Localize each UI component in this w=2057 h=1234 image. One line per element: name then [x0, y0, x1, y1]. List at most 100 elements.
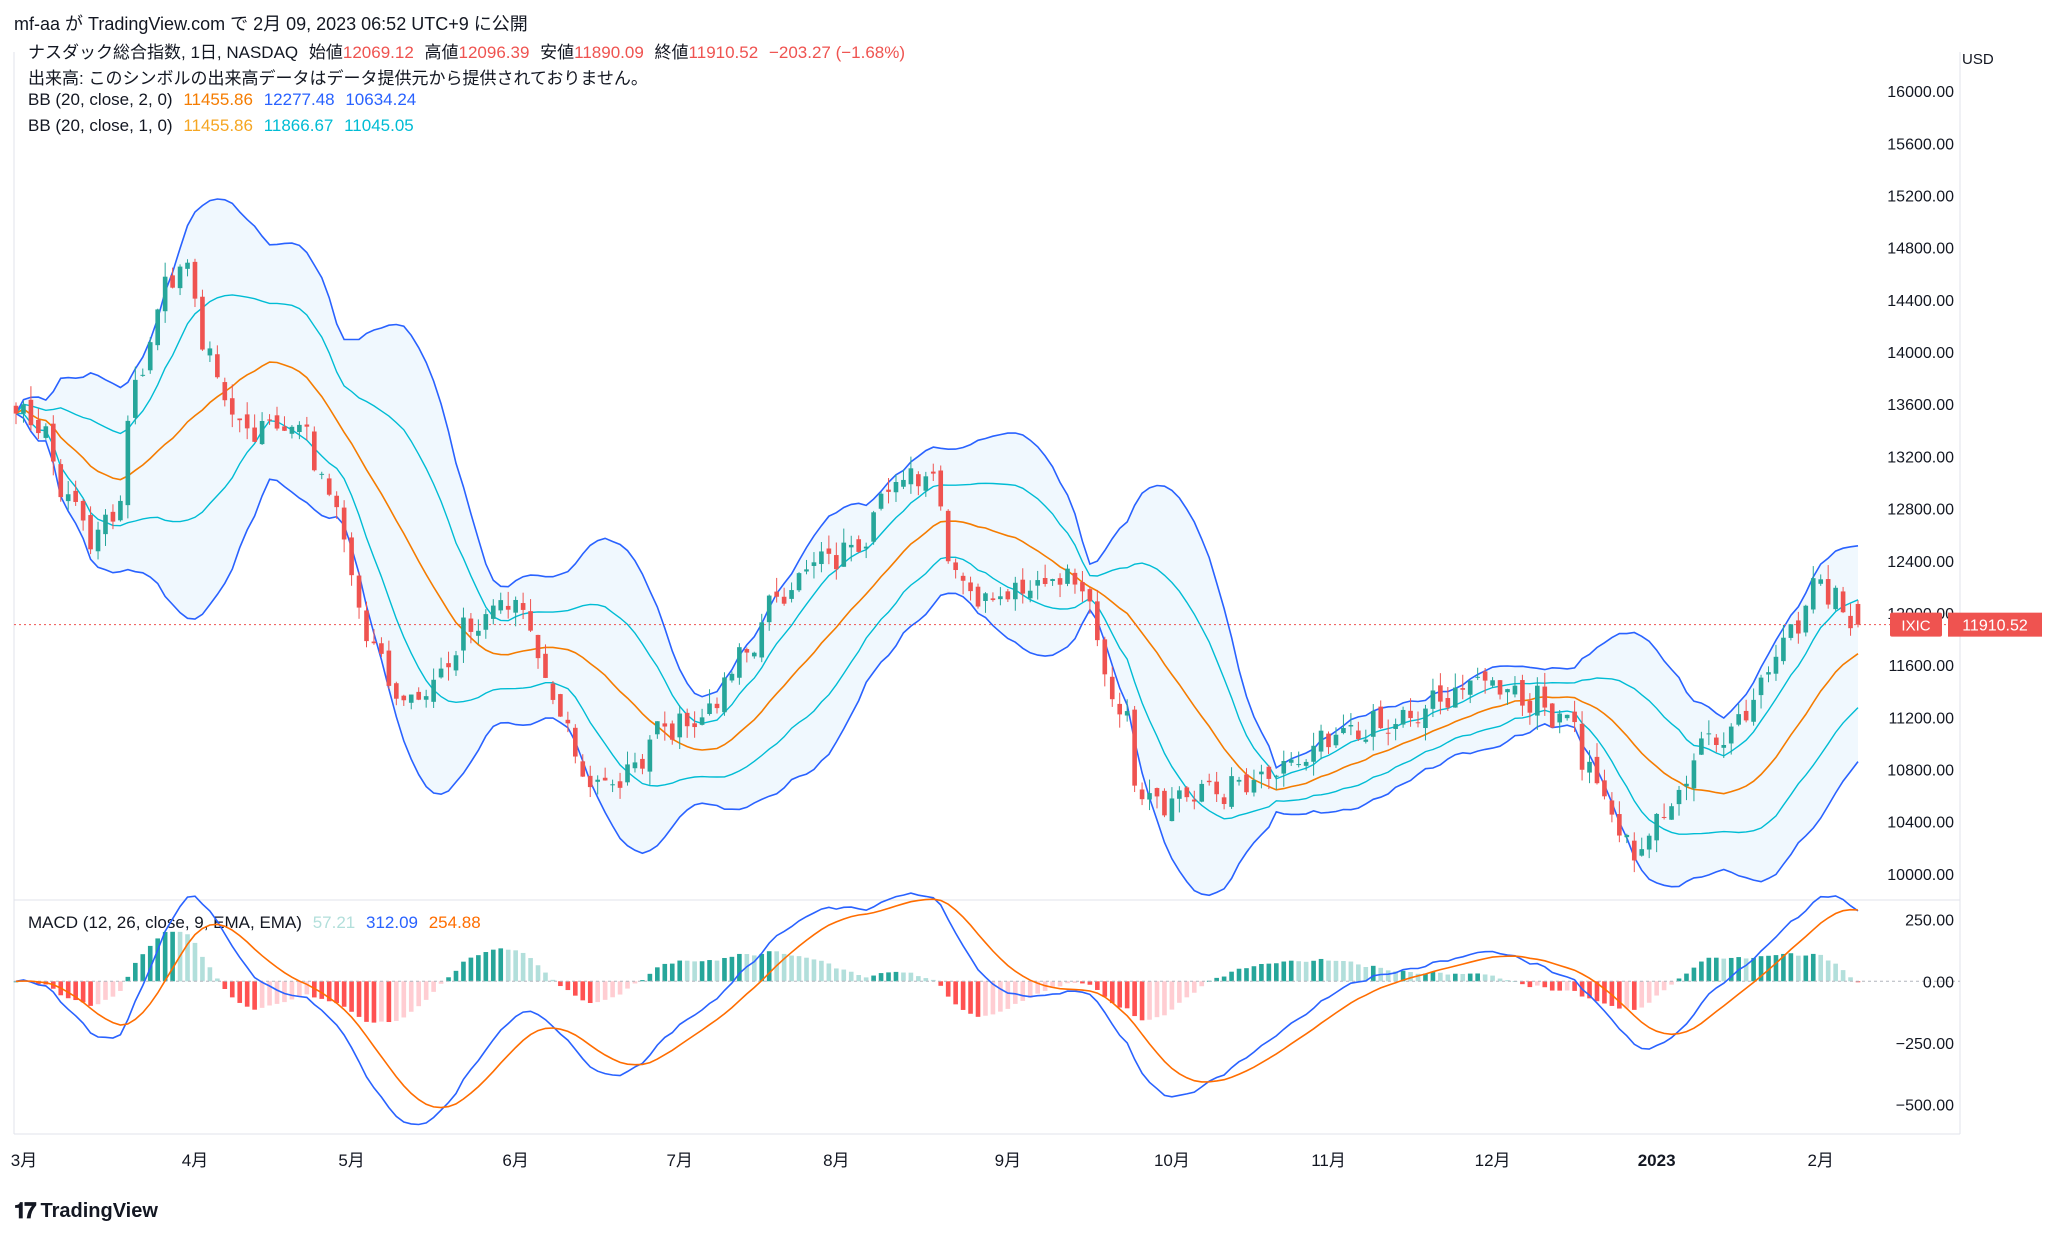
macd-histogram-bar	[1609, 981, 1615, 1006]
macd-histogram-bar	[930, 979, 936, 982]
macd-histogram-bar	[520, 952, 526, 982]
macd-histogram-bar	[170, 931, 175, 982]
candle-body	[1781, 637, 1786, 662]
macd-histogram-bar	[1572, 981, 1577, 991]
macd-histogram-bar	[1012, 981, 1018, 1004]
macd-histogram-bar	[1214, 977, 1219, 982]
candle-body	[699, 717, 705, 725]
candle-body	[394, 683, 399, 699]
macd-tick-label: 0.00	[1923, 974, 1954, 991]
macd-histogram-bar	[1639, 981, 1645, 1008]
macd-histogram-bar	[237, 981, 243, 1003]
macd-histogram-bar	[1124, 981, 1130, 1009]
macd-histogram-bar	[498, 948, 504, 982]
candle-body	[886, 489, 891, 492]
candle	[1102, 636, 1108, 687]
macd-histogram-bar	[587, 981, 593, 1004]
candle	[65, 481, 71, 510]
candle	[1124, 699, 1130, 722]
candle-body	[1154, 788, 1160, 797]
candle-body	[222, 382, 228, 401]
candle	[1564, 714, 1570, 721]
candle	[1796, 611, 1801, 644]
macd-histogram-bar	[371, 981, 377, 1023]
macd-histogram-bar	[252, 981, 257, 1010]
symbol-tag-box	[1890, 612, 1942, 637]
candle	[595, 775, 600, 795]
open-value: 12069.12	[342, 43, 414, 62]
candle-body	[65, 494, 71, 502]
candle-body	[371, 641, 377, 644]
candle-body	[200, 296, 205, 350]
candle	[1803, 604, 1809, 637]
macd-histogram-bar	[215, 978, 220, 982]
macd-histogram-bar	[468, 957, 474, 982]
candle	[1728, 723, 1734, 755]
candle-body	[587, 775, 593, 788]
candle	[722, 672, 727, 716]
macd-histogram-bar	[103, 981, 108, 1000]
candle	[1855, 600, 1861, 628]
macd-histogram-bar	[841, 969, 847, 982]
candle	[1646, 833, 1652, 859]
candle	[453, 650, 459, 676]
candle	[677, 705, 683, 750]
macd-histogram-bar	[893, 971, 899, 982]
candle-body	[1527, 700, 1533, 713]
candle	[1326, 731, 1331, 754]
candle	[274, 406, 280, 431]
candle	[580, 754, 586, 778]
candle	[1527, 693, 1533, 725]
macd-histogram-bar	[1423, 973, 1428, 982]
candle	[1639, 837, 1645, 857]
macd-histogram-bar	[1318, 958, 1324, 982]
candle	[930, 463, 936, 482]
candle-body	[468, 618, 474, 632]
bb2-label: BB (20, close, 2, 0)	[28, 90, 173, 109]
candle-body	[118, 500, 123, 521]
macd-histogram-bar	[632, 981, 638, 984]
macd-histogram-bar	[95, 981, 101, 1005]
candle-body	[185, 262, 190, 269]
candle	[244, 402, 250, 440]
candle	[1810, 566, 1816, 614]
candle	[766, 594, 772, 631]
macd-histogram-bar	[386, 981, 392, 1023]
macd-histogram-bar	[1109, 981, 1115, 1004]
candle-body	[364, 610, 369, 642]
candle	[1751, 688, 1756, 726]
candle	[490, 599, 496, 625]
candle-body	[759, 622, 765, 658]
macd-histogram-bar	[1348, 961, 1354, 982]
macd-histogram-bar	[1117, 981, 1123, 1008]
macd-histogram-bar	[1333, 960, 1339, 982]
candle-body	[103, 514, 108, 535]
candle	[901, 469, 906, 490]
candle-body	[796, 573, 802, 591]
candle	[1713, 734, 1719, 753]
candle	[140, 368, 146, 377]
candle	[229, 384, 235, 428]
candle	[498, 592, 504, 614]
candle-body	[1341, 728, 1346, 734]
candle-body	[237, 418, 243, 421]
macd-histogram-bar	[1840, 970, 1846, 982]
macd-histogram-bar	[990, 981, 996, 1015]
macd-histogram-bar	[1721, 958, 1727, 982]
candle-body	[453, 655, 459, 671]
candle-body	[1214, 781, 1219, 795]
candle	[1669, 803, 1674, 820]
candle	[1042, 564, 1048, 587]
candle-body	[848, 544, 854, 548]
macd-histogram-bar	[766, 951, 772, 982]
macd-histogram-bar	[1713, 957, 1719, 982]
candle	[207, 341, 213, 363]
candle-body	[1072, 572, 1078, 585]
candle-body	[408, 694, 414, 703]
bb2-lower-line	[15, 412, 1859, 897]
candle	[1430, 678, 1436, 718]
candle-body	[1162, 790, 1167, 816]
candle-body	[1423, 708, 1428, 729]
candle	[103, 509, 108, 546]
candle	[289, 425, 295, 439]
